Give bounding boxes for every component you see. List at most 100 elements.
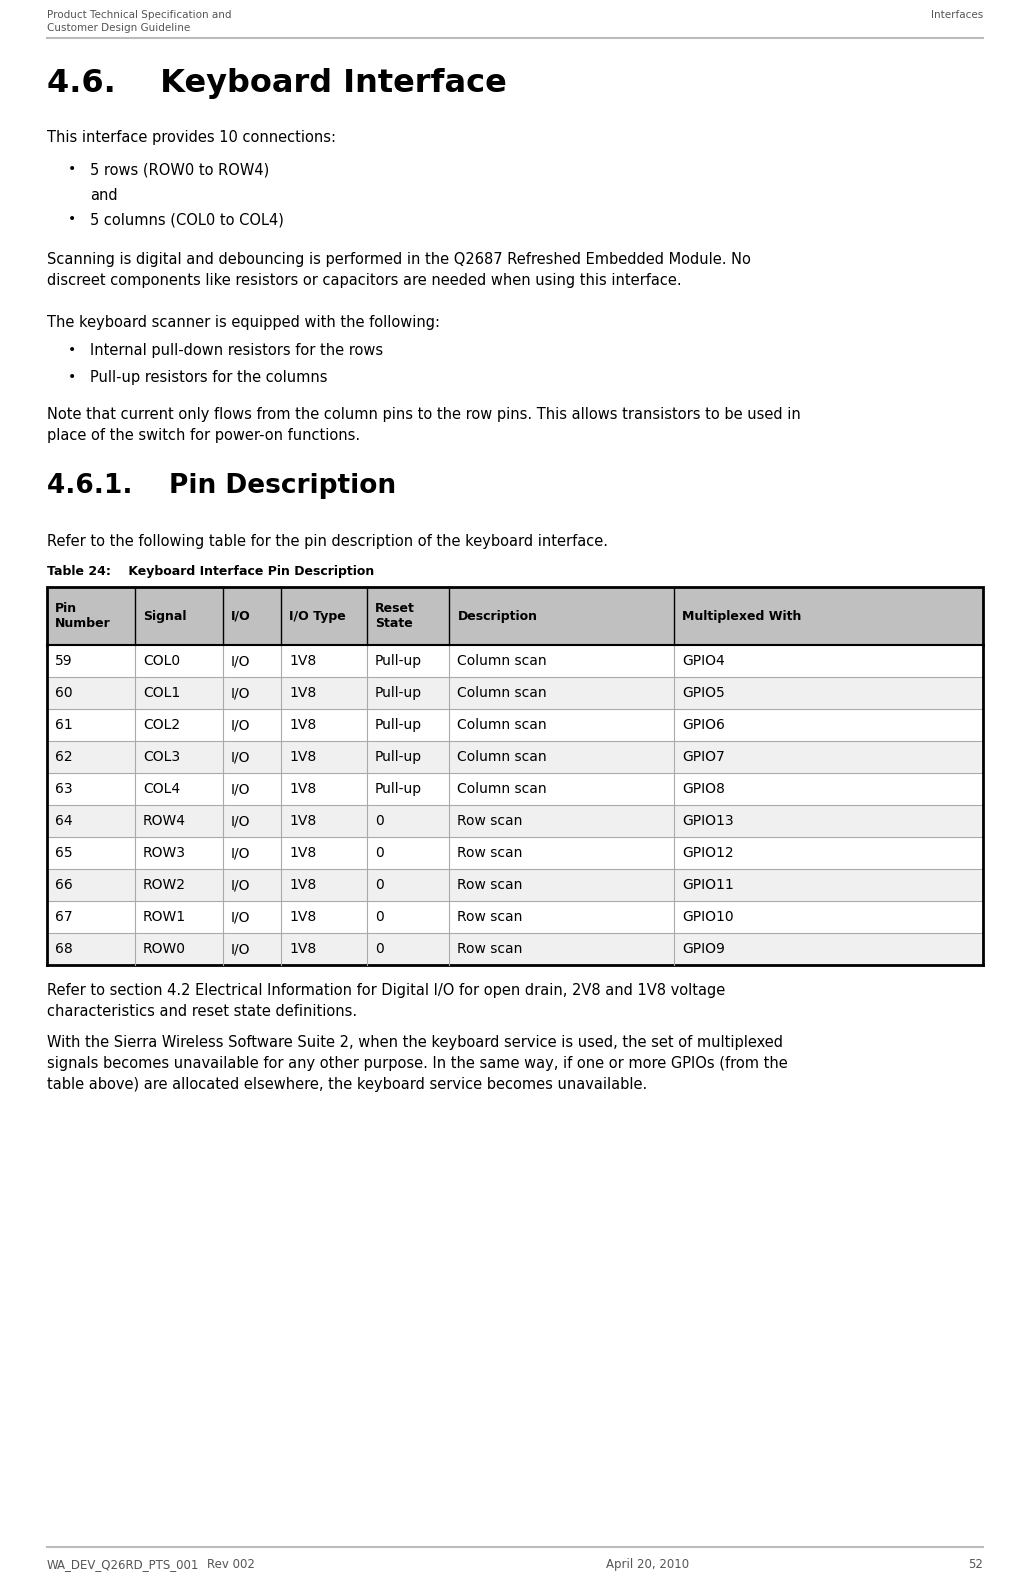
Text: ROW3: ROW3	[143, 845, 186, 860]
Text: Row scan: Row scan	[458, 910, 523, 924]
Bar	[47, 932, 983, 966]
Text: This interface provides 10 connections:: This interface provides 10 connections:	[47, 130, 336, 146]
Text: Description: Description	[458, 609, 538, 622]
Text: Multiplexed With: Multiplexed With	[682, 609, 802, 622]
Text: Signal: Signal	[143, 609, 186, 622]
Text: 1V8: 1V8	[289, 750, 316, 765]
Text: Note that current only flows from the column pins to the row pins. This allows t: Note that current only flows from the co…	[47, 407, 801, 443]
Text: The keyboard scanner is equipped with the following:: The keyboard scanner is equipped with th…	[47, 315, 440, 329]
Bar	[47, 644, 983, 678]
Text: 0: 0	[375, 814, 384, 828]
Text: 1V8: 1V8	[289, 845, 316, 860]
Text: Pull-up: Pull-up	[375, 750, 423, 765]
Text: GPIO5: GPIO5	[682, 685, 725, 700]
Text: 66: 66	[55, 879, 73, 891]
Text: Column scan: Column scan	[458, 654, 547, 668]
Text: 0: 0	[375, 879, 384, 891]
Bar	[47, 901, 983, 932]
Text: Interfaces: Interfaces	[931, 9, 983, 21]
Text: GPIO4: GPIO4	[682, 654, 725, 668]
Text: I/O: I/O	[231, 609, 251, 622]
Text: Pull-up: Pull-up	[375, 782, 423, 796]
Text: I/O: I/O	[231, 814, 251, 828]
Text: Table 24:    Keyboard Interface Pin Description: Table 24: Keyboard Interface Pin Descrip…	[47, 565, 374, 578]
Text: Row scan: Row scan	[458, 942, 523, 956]
Bar	[47, 837, 983, 869]
Text: GPIO10: GPIO10	[682, 910, 734, 924]
Text: •: •	[68, 344, 76, 358]
Text: Internal pull-down resistors for the rows: Internal pull-down resistors for the row…	[90, 344, 383, 358]
Text: 0: 0	[375, 942, 384, 956]
Text: 0: 0	[375, 845, 384, 860]
Text: •: •	[68, 212, 76, 226]
Text: 61: 61	[55, 719, 73, 731]
Text: 0: 0	[375, 910, 384, 924]
Text: Pull-up resistors for the columns: Pull-up resistors for the columns	[90, 370, 328, 385]
Text: Pin
Number: Pin Number	[55, 602, 111, 630]
Text: With the Sierra Wireless Software Suite 2, when the keyboard service is used, th: With the Sierra Wireless Software Suite …	[47, 1035, 788, 1092]
Text: •: •	[68, 161, 76, 176]
Text: GPIO7: GPIO7	[682, 750, 725, 765]
Text: 68: 68	[55, 942, 73, 956]
Text: GPIO13: GPIO13	[682, 814, 734, 828]
Bar	[47, 587, 983, 644]
Text: GPIO9: GPIO9	[682, 942, 725, 956]
Text: 4.6.    Keyboard Interface: 4.6. Keyboard Interface	[47, 68, 507, 100]
Text: 65: 65	[55, 845, 73, 860]
Text: Row scan: Row scan	[458, 845, 523, 860]
Text: COL1: COL1	[143, 685, 180, 700]
Text: •: •	[68, 370, 76, 385]
Text: 1V8: 1V8	[289, 719, 316, 731]
Text: I/O: I/O	[231, 845, 251, 860]
Text: 1V8: 1V8	[289, 685, 316, 700]
Text: 5 rows (ROW0 to ROW4): 5 rows (ROW0 to ROW4)	[90, 161, 269, 177]
Text: I/O: I/O	[231, 942, 251, 956]
Text: Pull-up: Pull-up	[375, 654, 423, 668]
Text: 1V8: 1V8	[289, 654, 316, 668]
Text: Row scan: Row scan	[458, 814, 523, 828]
Text: COL2: COL2	[143, 719, 180, 731]
Text: 1V8: 1V8	[289, 942, 316, 956]
Text: 64: 64	[55, 814, 73, 828]
Text: 4.6.1.    Pin Description: 4.6.1. Pin Description	[47, 473, 396, 499]
Text: I/O: I/O	[231, 719, 251, 731]
Text: 1V8: 1V8	[289, 814, 316, 828]
Text: Pull-up: Pull-up	[375, 719, 423, 731]
Bar	[47, 678, 983, 709]
Text: ROW0: ROW0	[143, 942, 186, 956]
Text: I/O: I/O	[231, 782, 251, 796]
Text: Refer to section 4.2 Electrical Information for Digital I/O for open drain, 2V8 : Refer to section 4.2 Electrical Informat…	[47, 983, 725, 1019]
Text: 62: 62	[55, 750, 73, 765]
Text: COL3: COL3	[143, 750, 180, 765]
Text: 1V8: 1V8	[289, 879, 316, 891]
Bar	[47, 869, 983, 901]
Bar	[47, 709, 983, 741]
Bar	[47, 806, 983, 837]
Bar	[47, 773, 983, 806]
Text: 1V8: 1V8	[289, 910, 316, 924]
Text: I/O: I/O	[231, 654, 251, 668]
Text: Rev 002: Rev 002	[207, 1558, 255, 1570]
Text: Scanning is digital and debouncing is performed in the Q2687 Refreshed Embedded : Scanning is digital and debouncing is pe…	[47, 252, 751, 288]
Text: ROW1: ROW1	[143, 910, 186, 924]
Text: Column scan: Column scan	[458, 782, 547, 796]
Text: 67: 67	[55, 910, 73, 924]
Text: April 20, 2010: April 20, 2010	[606, 1558, 688, 1570]
Text: COL4: COL4	[143, 782, 180, 796]
Bar	[47, 587, 983, 644]
Text: Refer to the following table for the pin description of the keyboard interface.: Refer to the following table for the pin…	[47, 533, 608, 549]
Text: Pull-up: Pull-up	[375, 685, 423, 700]
Text: GPIO8: GPIO8	[682, 782, 725, 796]
Bar	[47, 741, 983, 773]
Text: Reset
State: Reset State	[375, 602, 415, 630]
Text: GPIO6: GPIO6	[682, 719, 725, 731]
Text: I/O: I/O	[231, 879, 251, 891]
Text: ROW2: ROW2	[143, 879, 186, 891]
Text: ROW4: ROW4	[143, 814, 186, 828]
Text: 60: 60	[55, 685, 73, 700]
Text: I/O: I/O	[231, 685, 251, 700]
Text: GPIO11: GPIO11	[682, 879, 734, 891]
Text: Column scan: Column scan	[458, 685, 547, 700]
Text: WA_DEV_Q26RD_PTS_001: WA_DEV_Q26RD_PTS_001	[47, 1558, 199, 1570]
Text: and: and	[90, 188, 117, 203]
